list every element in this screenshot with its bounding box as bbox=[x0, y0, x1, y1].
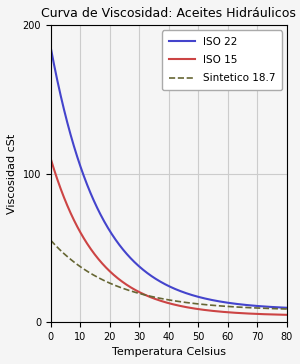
ISO 15 bbox=[242, 311, 246, 316]
ISO 22 bbox=[161, 281, 165, 285]
ISO 22 bbox=[242, 302, 246, 307]
ISO 22 bbox=[285, 305, 289, 310]
ISO 22 bbox=[190, 293, 193, 297]
Sintetico 18.7 bbox=[285, 307, 289, 311]
Sintetico 18.7 bbox=[190, 301, 193, 305]
ISO 15 bbox=[161, 299, 165, 304]
ISO 22 bbox=[280, 305, 283, 310]
ISO 15 bbox=[285, 313, 289, 317]
Legend: ISO 22, ISO 15, Sintetico 18.7: ISO 22, ISO 15, Sintetico 18.7 bbox=[162, 31, 282, 90]
Sintetico 18.7 bbox=[163, 297, 166, 301]
Line: ISO 15: ISO 15 bbox=[51, 159, 287, 315]
Line: Sintetico 18.7: Sintetico 18.7 bbox=[51, 240, 287, 309]
Y-axis label: Viscosidad cSt: Viscosidad cSt bbox=[7, 133, 17, 214]
ISO 15 bbox=[177, 303, 180, 308]
ISO 22 bbox=[49, 46, 52, 50]
Title: Curva de Viscosidad: Aceites Hidráulicos: Curva de Viscosidad: Aceites Hidráulicos bbox=[41, 7, 296, 20]
Sintetico 18.7 bbox=[161, 297, 165, 301]
ISO 15 bbox=[163, 300, 166, 304]
ISO 22 bbox=[163, 282, 166, 286]
Sintetico 18.7 bbox=[242, 305, 246, 310]
ISO 15 bbox=[190, 306, 193, 310]
Sintetico 18.7 bbox=[177, 299, 180, 304]
Sintetico 18.7 bbox=[280, 307, 283, 311]
Line: ISO 22: ISO 22 bbox=[51, 48, 287, 308]
ISO 22 bbox=[177, 288, 180, 293]
ISO 15 bbox=[49, 157, 52, 161]
X-axis label: Temperatura Celsius: Temperatura Celsius bbox=[112, 347, 226, 357]
Sintetico 18.7 bbox=[49, 238, 52, 242]
ISO 15 bbox=[280, 313, 283, 317]
